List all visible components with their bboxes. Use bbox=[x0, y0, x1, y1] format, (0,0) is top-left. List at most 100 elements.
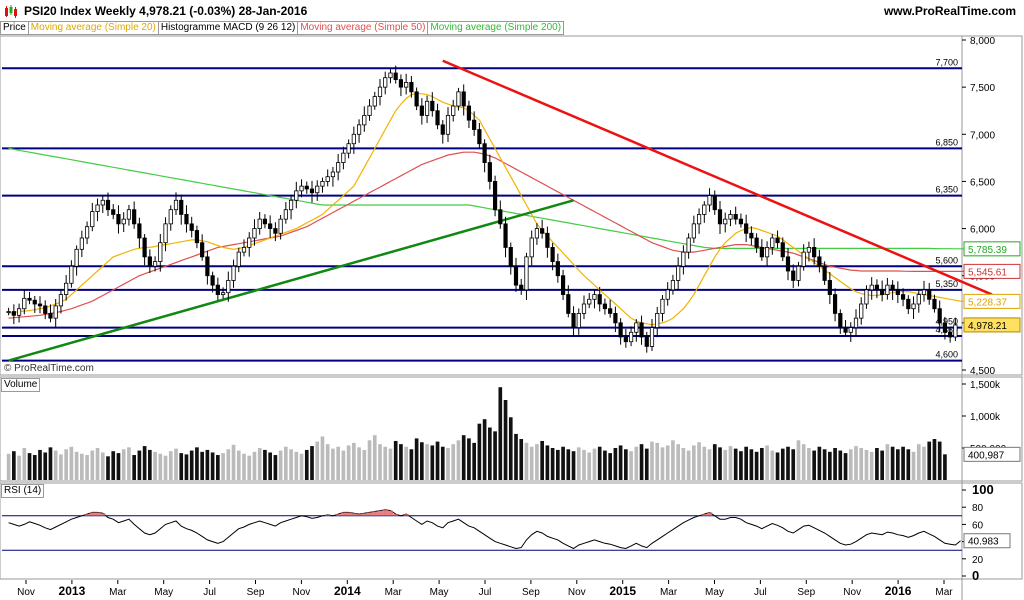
volume-bar bbox=[362, 449, 367, 480]
price-y-tick-label: 4,500 bbox=[970, 366, 995, 377]
volume-bar bbox=[378, 444, 382, 480]
price-candle bbox=[404, 73, 409, 95]
x-tick-label: Nov bbox=[843, 587, 861, 598]
price-candle bbox=[560, 269, 566, 301]
rsi-overbought-fill bbox=[89, 512, 95, 516]
price-candle bbox=[639, 315, 644, 345]
price-candle bbox=[163, 217, 168, 252]
volume-bar bbox=[890, 446, 895, 480]
legend-item-ma50[interactable]: Moving average (Simple 50) bbox=[297, 21, 429, 35]
x-tick-label: Jul bbox=[754, 587, 767, 598]
volume-bar bbox=[148, 449, 152, 480]
volume-bar bbox=[875, 448, 879, 480]
value-tag bbox=[963, 293, 1021, 309]
price-candle bbox=[540, 219, 545, 239]
volume-bar bbox=[833, 448, 837, 480]
volume-bar bbox=[174, 448, 178, 480]
price-candle bbox=[948, 328, 953, 343]
volume-bar bbox=[420, 442, 424, 480]
volume-bar bbox=[702, 446, 707, 480]
price-candle bbox=[623, 328, 628, 348]
price-y-tick-label: 6,500 bbox=[970, 177, 995, 188]
price-candle bbox=[602, 298, 608, 315]
price-candle bbox=[853, 309, 859, 336]
price-candle bbox=[173, 192, 179, 215]
price-candle bbox=[780, 237, 785, 262]
price-candle bbox=[665, 282, 670, 306]
x-tick-label: Sep bbox=[797, 587, 815, 598]
site-url[interactable]: www.ProRealTime.com bbox=[883, 4, 1016, 18]
value-tag bbox=[963, 263, 1021, 279]
level-label: 4,950 bbox=[935, 317, 958, 327]
price-candle bbox=[100, 195, 105, 213]
volume-bar bbox=[477, 423, 482, 480]
volume-bar bbox=[859, 448, 864, 480]
price-candle bbox=[691, 215, 696, 243]
price-candle bbox=[215, 277, 220, 301]
rsi-overbought-fill bbox=[372, 511, 378, 516]
volume-bar bbox=[733, 448, 738, 480]
rsi-overbought-fill bbox=[325, 514, 331, 516]
price-y-tick-label: 8,000 bbox=[970, 36, 995, 47]
price-candle bbox=[158, 233, 163, 272]
level-label: 4,600 bbox=[935, 350, 958, 360]
volume-bar bbox=[796, 440, 801, 480]
volume-bar bbox=[184, 454, 189, 480]
volume-bar bbox=[85, 455, 89, 480]
volume-bar bbox=[189, 450, 194, 480]
rsi-y-tick-label: 100 bbox=[972, 482, 994, 497]
price-candle bbox=[696, 208, 702, 234]
legend-item-price[interactable]: Price bbox=[0, 21, 29, 35]
volume-bar bbox=[17, 455, 21, 480]
volume-bar bbox=[299, 453, 304, 480]
price-candle bbox=[712, 190, 717, 215]
price-panel-frame bbox=[0, 35, 1023, 376]
volume-bar bbox=[467, 438, 471, 480]
price-candle bbox=[477, 122, 482, 149]
x-tick-label: Jul bbox=[479, 587, 492, 598]
trendline-resistance bbox=[442, 59, 993, 296]
volume-bar bbox=[901, 446, 905, 480]
price-candle bbox=[634, 319, 639, 342]
price-candle bbox=[309, 180, 315, 203]
volume-bar bbox=[304, 449, 309, 480]
rsi-overbought-fill bbox=[366, 512, 373, 516]
rsi-overbought-fill bbox=[340, 512, 346, 516]
volume-bar bbox=[121, 449, 126, 480]
price-candle bbox=[702, 201, 707, 223]
legend-item-ma200[interactable]: Moving average (Simple 200) bbox=[427, 21, 565, 35]
indicator-legend: Price Moving average (Simple 20) Histogr… bbox=[0, 21, 565, 35]
volume-bar bbox=[582, 449, 586, 480]
volume-bar bbox=[493, 431, 497, 480]
volume-bar bbox=[451, 444, 456, 480]
price-candle bbox=[728, 210, 733, 227]
volume-bar bbox=[430, 445, 435, 480]
rsi-overbought-fill bbox=[387, 510, 394, 516]
price-candle bbox=[69, 260, 74, 288]
volume-bar bbox=[43, 452, 48, 480]
rsi-overbought-fill bbox=[377, 510, 383, 516]
volume-bar bbox=[236, 450, 241, 480]
price-candle bbox=[796, 261, 801, 287]
volume-bar bbox=[660, 447, 665, 480]
legend-item-ma20[interactable]: Moving average (Simple 20) bbox=[27, 21, 159, 35]
volume-bar bbox=[550, 448, 555, 480]
volume-bar bbox=[168, 451, 173, 480]
volume-bar bbox=[205, 449, 210, 480]
price-candle bbox=[529, 230, 534, 266]
price-candle bbox=[32, 295, 37, 313]
volume-bar bbox=[843, 453, 848, 480]
volume-bar bbox=[828, 451, 832, 480]
x-tick-label: May bbox=[705, 587, 724, 598]
chart-title: PSI20 Index Weekly 4,978.21 (-0.03%) 28-… bbox=[24, 4, 308, 18]
x-tick-label: Nov bbox=[568, 587, 586, 598]
value-tag-label: 5,228.37 bbox=[968, 297, 1007, 308]
price-candle bbox=[341, 146, 346, 170]
level-label: 7,700 bbox=[935, 57, 958, 67]
price-candle bbox=[487, 154, 492, 190]
volume-bar bbox=[634, 446, 639, 480]
volume-bar bbox=[221, 453, 225, 480]
volume-bar bbox=[697, 442, 701, 480]
rsi-panel-label: RSI (14) bbox=[1, 484, 45, 498]
rsi-overbought-fill bbox=[356, 514, 362, 516]
